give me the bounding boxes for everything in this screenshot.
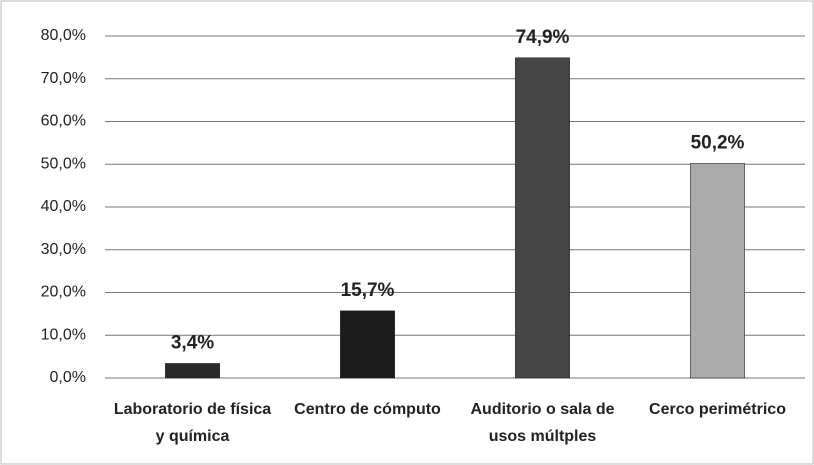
bar bbox=[690, 163, 745, 379]
bar bbox=[515, 57, 570, 379]
y-tick-label: 30,0% bbox=[41, 241, 86, 258]
y-tick-label: 20,0% bbox=[41, 284, 86, 301]
y-tick-label: 80,0% bbox=[41, 27, 86, 44]
y-tick-label: 60,0% bbox=[41, 113, 86, 130]
x-tick-label: Cerco perimétrico bbox=[649, 401, 786, 418]
data-label: 15,7% bbox=[341, 280, 395, 301]
data-label: 74,9% bbox=[516, 27, 570, 48]
x-tick-label: Laboratorio de física y química bbox=[114, 401, 271, 445]
y-tick-label: 10,0% bbox=[41, 326, 86, 343]
data-label: 50,2% bbox=[691, 132, 745, 153]
x-tick-label: Auditorio o sala de usos múltples bbox=[470, 401, 614, 445]
data-label: 3,4% bbox=[171, 332, 214, 353]
bar bbox=[340, 310, 395, 379]
y-tick-label: 50,0% bbox=[41, 155, 86, 172]
y-tick-label: 70,0% bbox=[41, 70, 86, 87]
bar bbox=[165, 363, 220, 379]
x-tick-label: Centro de cómputo bbox=[294, 401, 441, 418]
y-tick-label: 40,0% bbox=[41, 198, 86, 215]
y-tick-label: 0,0% bbox=[50, 369, 86, 386]
